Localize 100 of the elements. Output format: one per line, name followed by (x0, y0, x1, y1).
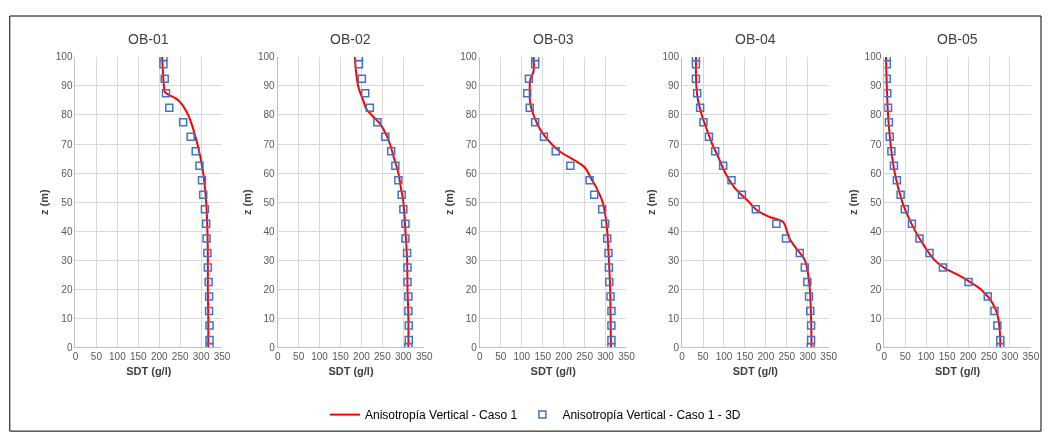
y-tick-label: 100 (258, 51, 276, 63)
point (386, 147, 396, 156)
y-tick-label: 0 (875, 341, 882, 353)
x-tick-label: 350 (1022, 351, 1040, 363)
point (884, 88, 892, 98)
point (203, 248, 212, 258)
point (605, 277, 614, 287)
y-tick-label: 10 (870, 312, 882, 324)
x-tick-label: 300 (395, 351, 413, 363)
chart-title: OB-01 (128, 31, 169, 47)
point (589, 190, 599, 200)
x-tick-label: 100 (311, 351, 329, 363)
point (699, 117, 708, 127)
y-tick-label: 30 (870, 254, 882, 266)
x-tick-label: 150 (938, 351, 956, 363)
x-tick-label: 350 (415, 351, 434, 363)
point (900, 205, 910, 214)
point (804, 292, 814, 301)
y-tick-label: 60 (263, 167, 276, 179)
point (695, 103, 705, 112)
x-tick-label: 300 (597, 351, 615, 363)
point (964, 277, 973, 287)
point (197, 176, 207, 185)
point (896, 190, 905, 200)
point (691, 74, 701, 83)
point (806, 306, 815, 316)
y-tick-label: 40 (667, 225, 680, 237)
point (165, 103, 174, 112)
point (884, 74, 892, 83)
point (606, 292, 615, 301)
x-tick-label: 250 (576, 351, 594, 363)
point (403, 277, 412, 287)
x-axis-title: SDT (g/l) (126, 365, 172, 378)
point (737, 190, 747, 200)
y-tick-label: 50 (667, 196, 680, 208)
point (161, 88, 171, 98)
point (354, 59, 364, 69)
y-tick-label: 30 (263, 254, 276, 266)
y-tick-label: 100 (662, 51, 680, 63)
point (806, 335, 816, 345)
point (357, 74, 367, 83)
x-tick-label: 350 (618, 351, 636, 363)
y-tick-label: 70 (61, 138, 73, 150)
point (205, 335, 214, 345)
point (404, 335, 414, 345)
y-tick-label: 20 (870, 283, 882, 295)
x-tick-label: 300 (799, 351, 817, 363)
point (727, 176, 736, 185)
x-tick-label: 50 (90, 351, 103, 363)
x-axis-title: SDT (g/l) (328, 365, 374, 378)
y-tick-label: 50 (465, 196, 478, 208)
y-tick-label: 70 (870, 138, 882, 150)
y-tick-label: 40 (465, 225, 478, 237)
point (204, 306, 214, 316)
point (204, 277, 213, 287)
point (800, 263, 810, 272)
point (401, 219, 410, 229)
point (381, 132, 390, 142)
point (751, 205, 761, 214)
point (915, 234, 924, 243)
x-tick-label: 100 (715, 351, 733, 363)
point (892, 176, 902, 185)
point (983, 292, 992, 301)
point (404, 306, 413, 316)
point (607, 306, 616, 316)
point (607, 335, 616, 345)
x-tick-label: 150 (534, 351, 552, 363)
y-tick-label: 30 (465, 254, 478, 266)
y-tick-label: 80 (263, 109, 276, 121)
point (525, 103, 534, 112)
x-tick-label: 250 (778, 351, 796, 363)
x-tick-label: 300 (192, 351, 210, 363)
y-tick-label: 50 (870, 196, 882, 208)
point (884, 59, 892, 69)
y-tick-label: 90 (870, 80, 882, 92)
x-tick-label: 300 (1001, 351, 1019, 363)
y-tick-label: 10 (263, 312, 276, 324)
y-tick-label: 80 (667, 109, 680, 121)
x-axis-title: SDT (g/l) (530, 365, 577, 378)
y-tick-label: 60 (870, 167, 882, 179)
y-tick-label: 40 (263, 225, 276, 237)
point (159, 59, 168, 69)
y-tick-label: 0 (269, 341, 276, 353)
point (360, 88, 370, 98)
point (530, 59, 540, 69)
x-tick-label: 150 (129, 351, 148, 363)
point (205, 321, 214, 330)
point (551, 147, 560, 156)
y-tick-label: 80 (870, 109, 882, 121)
y-tick-label: 80 (61, 109, 73, 121)
y-tick-label: 40 (870, 225, 882, 237)
point (704, 132, 714, 142)
point (604, 248, 613, 258)
point (399, 205, 408, 214)
point (710, 147, 720, 156)
x-tick-label: 350 (213, 351, 231, 363)
y-axis-title: z (m) (847, 188, 860, 215)
point (191, 147, 200, 156)
y-tick-label: 0 (673, 341, 680, 353)
y-tick-label: 20 (263, 283, 276, 295)
